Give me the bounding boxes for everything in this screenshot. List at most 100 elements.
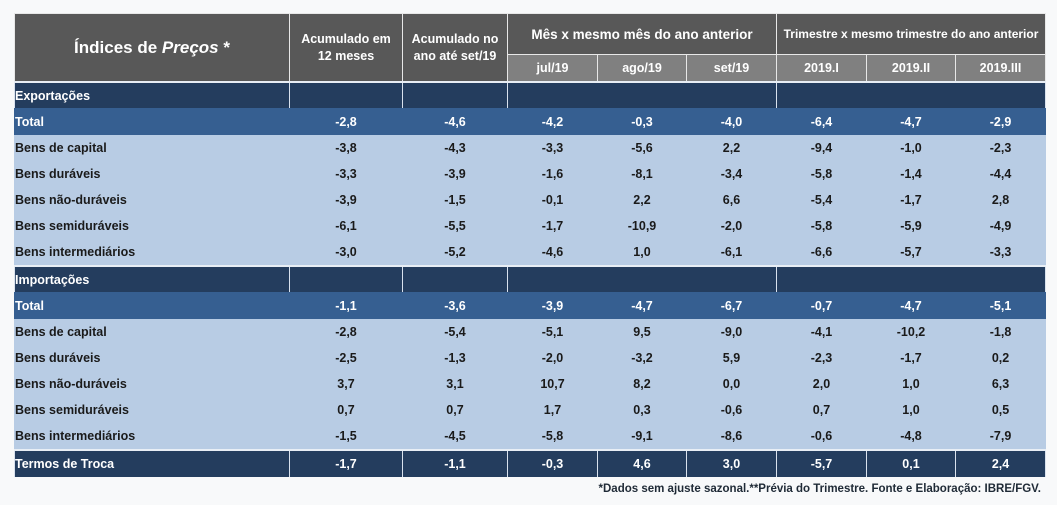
row-value-cell: -5,4 xyxy=(776,187,867,213)
col-header-quarter: 2019.III xyxy=(954,54,1047,83)
row-value-cell: -7,9 xyxy=(954,423,1047,450)
total-value-cell: -6,4 xyxy=(776,108,867,135)
total-value-cell: -2,8 xyxy=(289,108,403,135)
row-value-cell: 3,7 xyxy=(289,371,403,397)
table-row: Bens intermediários -1,5 -4,5 -5,8 -9,1 -8,6-… xyxy=(14,423,1047,450)
row-value-cell: -8,1 xyxy=(597,161,687,187)
row-value-cell: -10,9 xyxy=(597,213,687,239)
title-italic-text: Preços xyxy=(161,37,219,57)
row-value-cell: -9,4 xyxy=(776,135,867,161)
row-value-cell: -4,5 xyxy=(402,423,508,450)
row-value-cell: 0,0 xyxy=(686,371,777,397)
row-value-cell: -3,3 xyxy=(507,135,598,161)
table-row: Bens não-duráveis -3,9 -1,5 -0,1 2,2 6,6 -5,4-… xyxy=(14,187,1047,213)
row-value-cell: -2,8 xyxy=(289,319,403,345)
col-header-quarter: 2019.II xyxy=(866,54,956,83)
row-value-cell: -5,6 xyxy=(597,135,687,161)
row-value-cell: -6,1 xyxy=(686,239,777,266)
source-footnote: *Dados sem ajuste sazonal.**Prévia do Tr… xyxy=(598,483,1041,495)
row-value-cell: -4,6 xyxy=(507,239,598,266)
total-value-cell: -5,1 xyxy=(954,292,1047,319)
row-value-cell: -1,3 xyxy=(402,345,508,371)
row-value-cell: -5,2 xyxy=(402,239,508,266)
row-label: Bens semiduráveis xyxy=(14,397,290,423)
row-label: Bens semiduráveis xyxy=(14,213,290,239)
terms-of-trade-value-cell: -5,7 xyxy=(776,449,867,477)
total-row: Total -2,8 -4,6 -4,2 -0,3 -4,0 -6,4 -4,7 -2,9 xyxy=(14,108,1047,135)
row-value-cell: -5,7 xyxy=(866,239,956,266)
price-index-table: Índices de Preços * Acumulado em 12 mese… xyxy=(14,13,1047,477)
section-empty-cell xyxy=(775,81,1047,108)
row-label: Bens duráveis xyxy=(14,345,290,371)
row-value-cell: -5,8 xyxy=(776,161,867,187)
row-value-cell: -0,1 xyxy=(507,187,598,213)
row-value-cell: 1,0 xyxy=(866,371,956,397)
table-row: Bens semiduráveis 0,7 0,7 1,7 0,3 -0,6 0,7 1,0 0… xyxy=(14,397,1047,423)
row-value-cell: -3,3 xyxy=(289,161,403,187)
row-label: Bens intermediários xyxy=(14,423,290,450)
total-value-cell: -3,6 xyxy=(402,292,508,319)
row-value-cell: -3,8 xyxy=(289,135,403,161)
row-label: Bens de capital xyxy=(14,135,290,161)
row-value-cell: 0,2 xyxy=(954,345,1047,371)
total-label: Total xyxy=(14,108,290,135)
section-empty-cell xyxy=(507,81,777,108)
terms-of-trade-value-cell: -0,3 xyxy=(507,449,598,477)
col-header-month: ago/19 xyxy=(597,54,687,83)
total-value-cell: -1,1 xyxy=(289,292,403,319)
row-value-cell: -2,0 xyxy=(507,345,598,371)
row-value-cell: -4,9 xyxy=(954,213,1047,239)
total-value-cell: -4,6 xyxy=(402,108,508,135)
row-value-cell: -2,5 xyxy=(289,345,403,371)
row-value-cell: -6,6 xyxy=(776,239,867,266)
section-empty-cell xyxy=(289,265,403,292)
row-value-cell: 0,7 xyxy=(289,397,403,423)
row-value-cell: -5,4 xyxy=(402,319,508,345)
row-value-cell: 2,2 xyxy=(686,135,777,161)
row-value-cell: 8,2 xyxy=(597,371,687,397)
row-value-cell: -5,8 xyxy=(776,213,867,239)
row-value-cell: 2,2 xyxy=(597,187,687,213)
row-value-cell: -1,6 xyxy=(507,161,598,187)
table-row: Bens não-duráveis 3,7 3,1 10,7 8,2 0,0 2,0 1,0 6… xyxy=(14,371,1047,397)
row-value-cell: -4,3 xyxy=(402,135,508,161)
row-value-cell: -1,8 xyxy=(954,319,1047,345)
row-value-cell: -9,0 xyxy=(686,319,777,345)
table-row: Bens intermediários -3,0 -5,2 -4,6 1,0 -6,1 -6… xyxy=(14,239,1047,266)
total-value-cell: -0,3 xyxy=(597,108,687,135)
table-title: Índices de Preços * xyxy=(14,13,290,83)
total-value-cell: -3,9 xyxy=(507,292,598,319)
total-label: Total xyxy=(14,292,290,319)
row-label: Bens intermediários xyxy=(14,239,290,266)
row-value-cell: 10,7 xyxy=(507,371,598,397)
table-row: Bens de capital -2,8 -5,4 -5,1 9,5 -9,0 -4,1 -1… xyxy=(14,319,1047,345)
row-value-cell: 5,9 xyxy=(686,345,777,371)
col-header-quarter: 2019.I xyxy=(776,54,867,83)
row-value-cell: -4,1 xyxy=(776,319,867,345)
title-text: Índices de xyxy=(74,37,162,57)
row-value-cell: 0,7 xyxy=(402,397,508,423)
row-value-cell: -5,5 xyxy=(402,213,508,239)
row-value-cell: -3,9 xyxy=(289,187,403,213)
row-value-cell: 0,7 xyxy=(776,397,867,423)
section-empty-cell xyxy=(775,265,1047,292)
terms-of-trade-value-cell: 0,1 xyxy=(866,449,956,477)
col-header-acum-ano: Acumulado no ano até set/19 xyxy=(402,13,508,83)
terms-of-trade-value-cell: 2,4 xyxy=(954,449,1047,477)
row-value-cell: -8,6 xyxy=(686,423,777,450)
row-label: Bens não-duráveis xyxy=(14,371,290,397)
group-header-month: Mês x mesmo mês do ano anterior xyxy=(507,13,777,55)
row-value-cell: -3,3 xyxy=(954,239,1047,266)
row-value-cell: 6,6 xyxy=(686,187,777,213)
total-value-cell: -4,7 xyxy=(597,292,687,319)
row-value-cell: -0,6 xyxy=(776,423,867,450)
total-value-cell: -4,7 xyxy=(866,292,956,319)
row-value-cell: 3,1 xyxy=(402,371,508,397)
row-value-cell: -1,7 xyxy=(866,345,956,371)
row-value-cell: -1,4 xyxy=(866,161,956,187)
row-value-cell: -1,5 xyxy=(289,423,403,450)
table-row: Bens duráveis -3,3 -3,9 -1,6 -8,1 -3,4 -5,8 -1,… xyxy=(14,161,1047,187)
section-empty-cell xyxy=(507,265,777,292)
section-empty-cell xyxy=(289,81,403,108)
row-value-cell: -2,3 xyxy=(954,135,1047,161)
